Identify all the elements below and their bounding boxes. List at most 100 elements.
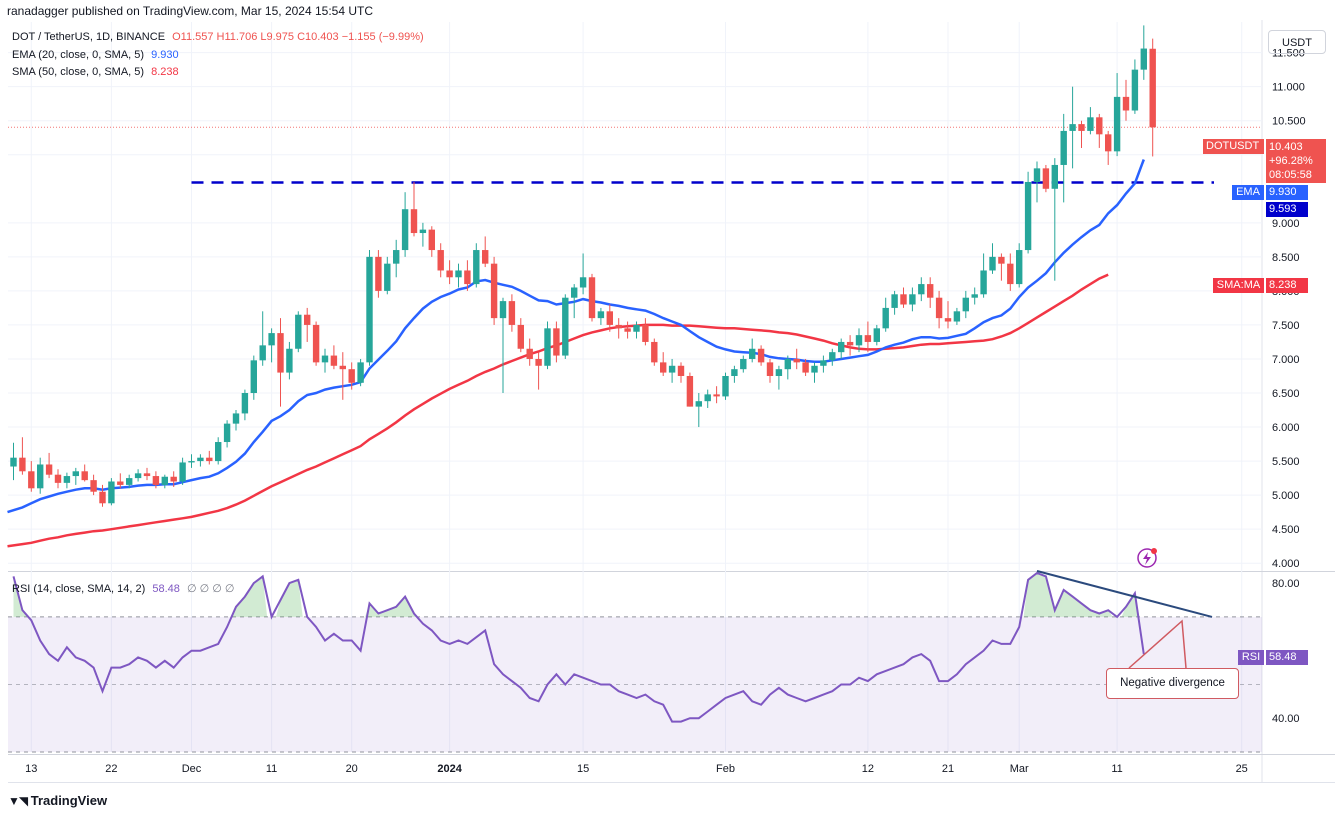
candle-down — [206, 450, 213, 465]
candle-body — [900, 294, 907, 305]
time-tick-label: 11 — [266, 763, 277, 775]
candle-body — [455, 270, 462, 278]
candle-down — [757, 345, 765, 366]
legend-sma-row[interactable]: SMA (50, close, 0, SMA, 5) 8.238 — [12, 66, 179, 78]
candle-up — [1069, 86, 1076, 169]
ema-20-line — [7, 159, 1145, 514]
candle-up — [179, 457, 186, 485]
ema-tag: EMA — [1232, 185, 1264, 200]
candle-down — [686, 372, 694, 407]
change-percent: +96.28% — [1269, 155, 1313, 167]
time-tick-label: Dec — [182, 763, 202, 775]
candle-down — [437, 243, 444, 278]
price-tick-label: 9.000 — [1272, 218, 1300, 230]
candle-body — [268, 333, 275, 346]
candle-up — [811, 362, 818, 383]
candle-up — [1051, 158, 1058, 281]
candle-body — [731, 369, 738, 376]
candle-body — [161, 476, 168, 485]
tradingview-logo[interactable]: ▼◥ TradingView — [8, 793, 107, 808]
candle-down — [864, 321, 872, 353]
flash-icon-bolt — [1143, 552, 1151, 565]
negative-divergence-note[interactable]: Negative divergence — [1106, 668, 1239, 699]
candle-body — [277, 333, 284, 373]
candle-up — [134, 469, 142, 482]
candle-body — [927, 284, 934, 298]
legend-rsi-row[interactable]: RSI (14, close, SMA, 14, 2) 58.48 ∅ ∅ ∅ … — [12, 582, 234, 595]
candle-up — [1016, 243, 1023, 288]
candle-up — [989, 243, 996, 274]
candle-down — [1105, 130, 1112, 165]
last-price-tag: 10.403 +96.28% 08:05:58 — [1266, 139, 1326, 183]
candle-body — [544, 328, 551, 366]
resistance-level-layer — [8, 126, 1262, 184]
candle-up — [366, 250, 373, 366]
candle-body — [579, 277, 587, 288]
candle-down — [935, 290, 943, 329]
time-tick-label: 21 — [942, 763, 954, 775]
candle-up — [419, 222, 427, 247]
candle-up — [10, 442, 17, 481]
candle-up — [1060, 113, 1067, 203]
candle-body — [197, 457, 204, 462]
candle-down — [713, 386, 720, 404]
ema-price-tag: 9.930 — [1266, 185, 1308, 200]
candle-body — [90, 480, 97, 492]
time-tick-label: Mar — [1010, 763, 1029, 775]
legend-ema-row[interactable]: EMA (20, close, 0, SMA, 5) 9.930 — [12, 49, 179, 61]
price-tick-label: 6.500 — [1272, 388, 1300, 400]
candle-up — [473, 243, 480, 288]
candle-up — [749, 338, 756, 363]
candle-body — [206, 457, 213, 462]
candle-up — [188, 454, 195, 468]
time-axis[interactable]: 13 22 Dec 11 20 2024 15 Feb 12 21 Mar 11 25 — [25, 763, 1248, 775]
candle-body — [766, 362, 774, 376]
candle-down — [152, 471, 160, 489]
legend-rsi-value: 58.48 — [152, 583, 180, 595]
candle-body — [10, 457, 17, 467]
price-tick-label: 8.500 — [1272, 252, 1300, 264]
candle-body — [562, 297, 569, 356]
candle-body — [508, 301, 516, 325]
candle-body — [1024, 181, 1032, 251]
candle-up — [250, 355, 257, 400]
candle-body — [1131, 69, 1139, 111]
candle-body — [873, 328, 880, 342]
candle-down — [277, 318, 284, 407]
candle-body — [980, 270, 987, 295]
candle-body — [695, 401, 702, 407]
candle-up — [544, 321, 551, 370]
candle-body — [437, 250, 444, 271]
candle-body — [668, 365, 676, 373]
legend-sma-value: 8.238 — [151, 66, 179, 78]
candle-body — [918, 284, 925, 295]
price-axis[interactable]: 11.50011.00010.50010.0009.0008.5008.0007… — [1272, 48, 1306, 726]
candle-down — [54, 469, 62, 489]
candle-down — [588, 273, 596, 322]
candle-up — [722, 372, 729, 400]
candle-down — [677, 362, 685, 383]
candle-body — [250, 360, 257, 394]
candle-up — [695, 393, 702, 428]
currency-button[interactable]: USDT — [1268, 30, 1326, 54]
candle-body — [482, 250, 489, 264]
candle-up — [597, 307, 605, 325]
price-tick-label: 5.500 — [1272, 456, 1300, 468]
candles-layer — [10, 25, 1156, 507]
candle-down — [117, 473, 124, 489]
candle-body — [553, 328, 560, 356]
candle-body — [143, 473, 151, 477]
candle-up — [401, 192, 409, 257]
candle-body — [909, 294, 916, 305]
rsi-tick-label: 40.00 — [1272, 713, 1300, 725]
candle-body — [232, 413, 240, 424]
candle-up — [784, 355, 791, 380]
rsi-overbought-fill — [13, 576, 27, 617]
candle-up — [1140, 25, 1147, 80]
legend-ema-label: EMA (20, close, 0, SMA, 5) — [12, 49, 145, 61]
price-tick-label: 7.000 — [1272, 354, 1300, 366]
candle-body — [330, 355, 338, 366]
candle-down — [375, 250, 382, 298]
candle-down — [464, 260, 471, 291]
